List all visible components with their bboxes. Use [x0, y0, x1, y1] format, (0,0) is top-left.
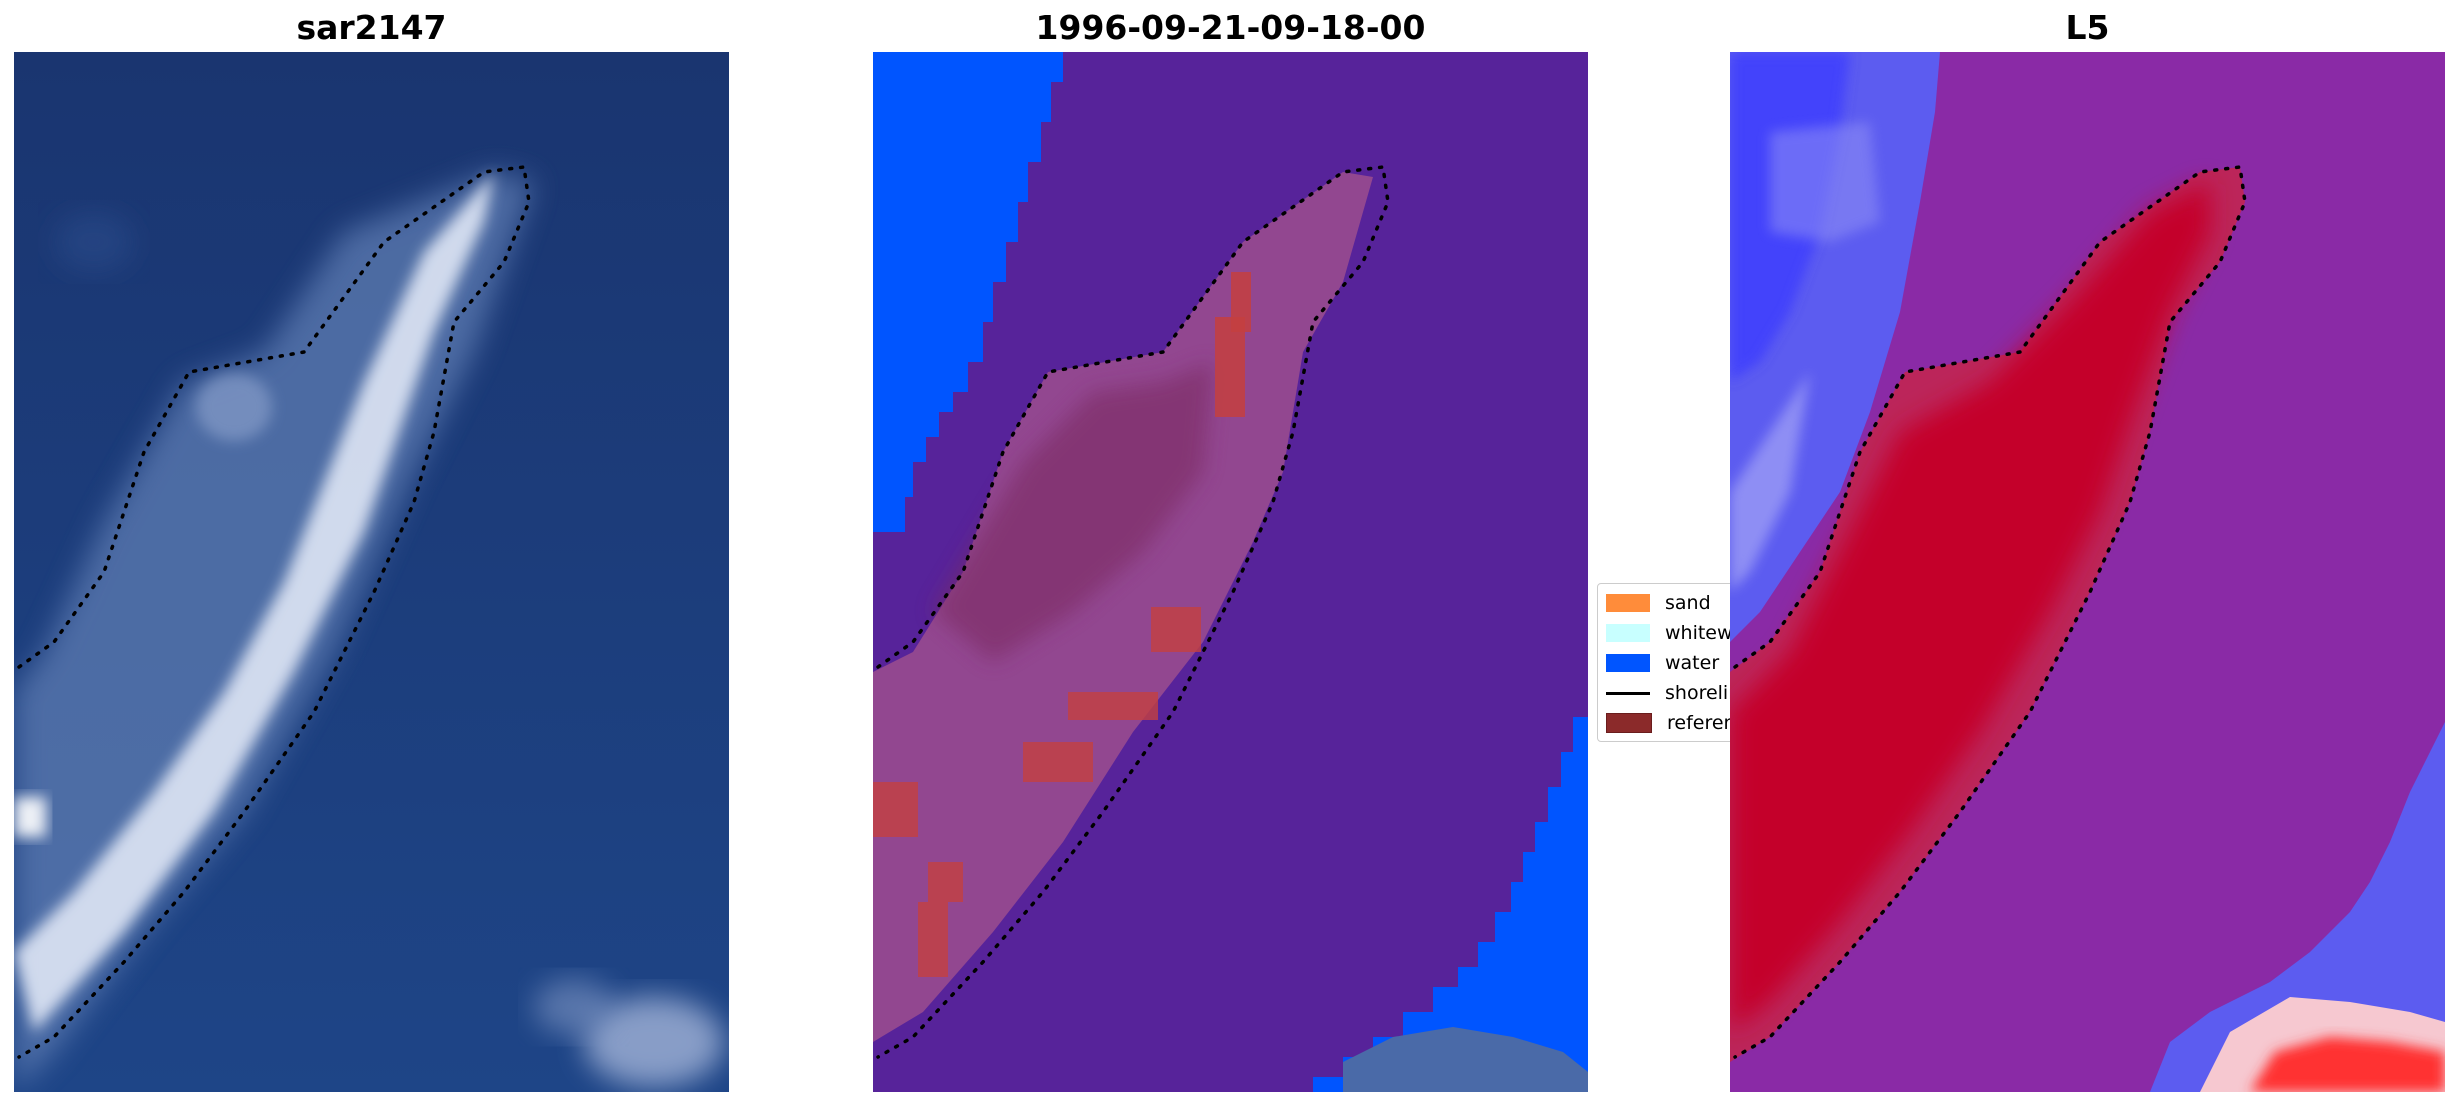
panel-title-rgb: sar2147	[296, 8, 447, 47]
sand-overlay	[873, 172, 1373, 1042]
index-land-core	[1730, 182, 2210, 1032]
legend-label-whitewater: whitewater	[1665, 622, 1738, 644]
reference-shoreline	[876, 165, 1390, 1059]
legend-swatch-water	[1606, 654, 1650, 672]
legend-swatch-reference	[1606, 713, 1652, 733]
legend-item-shoreline: shoreline	[1606, 679, 1738, 707]
legend-swatch-whitewater	[1606, 624, 1650, 642]
legend-label-water: water	[1665, 652, 1720, 674]
rgb-bleed	[1343, 1027, 1588, 1092]
legend-item-water: water	[1606, 649, 1719, 677]
legend-item-reference: reference	[1606, 709, 1738, 737]
index-panel	[1730, 52, 2445, 1092]
water-region-bottom	[1313, 717, 1588, 1092]
legend-item-sand: sand	[1606, 589, 1711, 617]
legend: sand whitewater water shoreline referenc…	[1597, 583, 1739, 742]
sandbar-crest	[14, 172, 494, 1032]
legend-item-whitewater: whitewater	[1606, 619, 1738, 647]
water-region-top	[873, 52, 1063, 532]
reference-shoreline	[17, 165, 531, 1059]
panel-title-index: L5	[2065, 8, 2110, 47]
legend-label-sand: sand	[1665, 592, 1711, 614]
reference-shoreline	[1733, 165, 2247, 1059]
legend-line-shoreline	[1606, 691, 1650, 695]
classification-panel	[873, 52, 1588, 1092]
legend-label-shoreline: shoreline	[1665, 682, 1738, 704]
rgb-image-panel	[14, 52, 729, 1092]
index-water-bottom	[2150, 722, 2445, 1092]
panel-title-classification: 1996-09-21-09-18-00	[1035, 8, 1426, 47]
legend-swatch-sand	[1606, 594, 1650, 612]
legend-label-reference: reference	[1667, 712, 1738, 734]
